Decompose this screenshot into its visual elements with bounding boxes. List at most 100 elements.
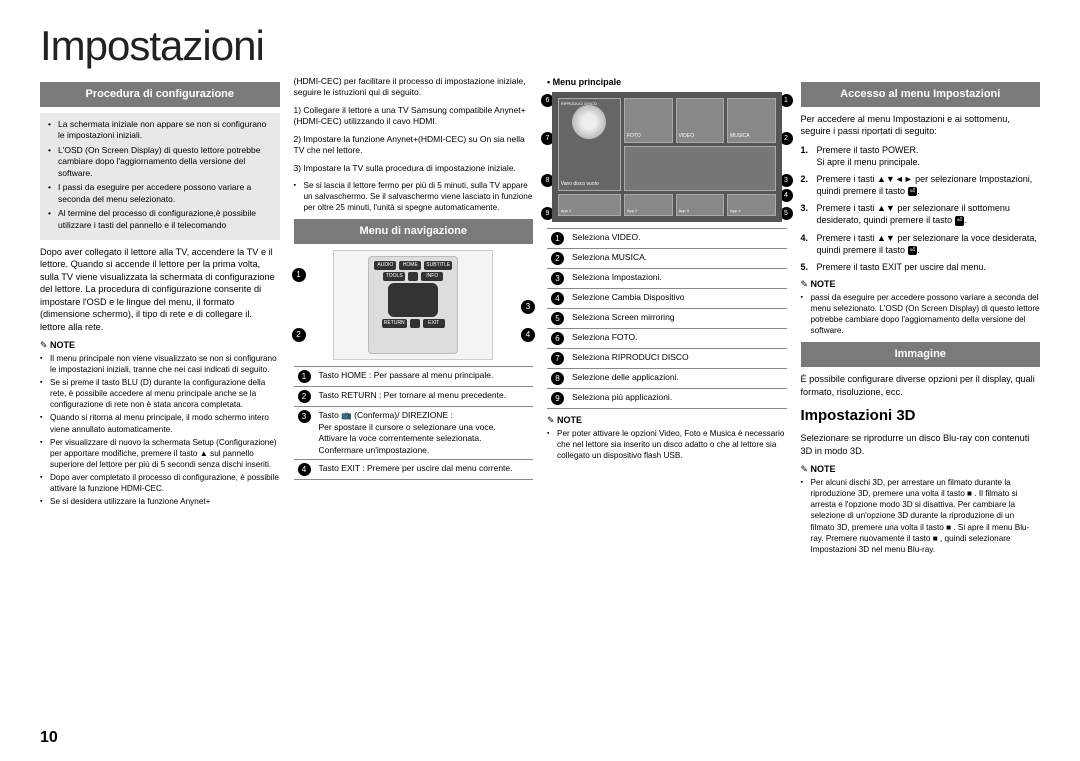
note-item: passi da eseguire per accedere possono v…	[801, 292, 1041, 336]
note-item: Per visualizzare di nuovo la schermata S…	[40, 437, 280, 470]
remote-button-tools: TOOLS	[383, 272, 405, 281]
menu-row: Selezione Cambia Dispositivo	[568, 289, 787, 309]
heading-3d: Impostazioni 3D	[801, 406, 1041, 426]
note-heading: NOTE	[801, 278, 1041, 290]
page-number: 10	[40, 729, 58, 747]
step-text: Collegare il lettore a una TV Samsung co…	[294, 105, 526, 126]
menu-row: Seleziona MUSICA.	[568, 249, 787, 269]
tile-adrow	[624, 146, 776, 191]
step-text: Premere i tasti ▲▼ per selezionare la vo…	[817, 233, 1037, 255]
tile-disc: RIPRODUCI DISCO Vano disco vuoto	[558, 98, 621, 191]
callout-4: 4	[521, 328, 535, 342]
tile-app: App 3	[676, 194, 725, 216]
circle-num: 2	[551, 252, 564, 265]
nav-row-text: Tasto EXIT : Premere per uscire dal menu…	[315, 460, 534, 480]
note-item: Il menu principale non viene visualizzat…	[40, 353, 280, 375]
graybox-item: La schermata iniziale non appare se non …	[48, 119, 274, 142]
step-num: 2.	[801, 173, 809, 185]
para-3d: Selezionare se riprodurre un disco Blu-r…	[801, 432, 1041, 457]
column-3: Menu principale 6 7 8 9 1 2 3 4 5 RIPROD…	[547, 76, 787, 557]
note-list-5: Per alcuni dischi 3D, per arrestare un f…	[801, 477, 1041, 554]
circle-num: 7	[551, 352, 564, 365]
note-heading: NOTE	[547, 414, 787, 426]
note-item: Quando si ritorna al menu principale, il…	[40, 412, 280, 434]
subhead-menu-principale: Menu principale	[547, 76, 787, 88]
graybox-item: I passi da eseguire per accedere possono…	[48, 182, 274, 205]
nav-row-text: Tasto HOME : Per passare al menu princip…	[315, 367, 534, 387]
enter-icon: ⏎	[955, 216, 965, 225]
tile-txt: FOTO	[627, 133, 641, 140]
tile-video: VIDEO	[676, 98, 725, 143]
tile-txt: MUSICA	[730, 133, 749, 140]
column-2: (HDMI-CEC) per facilitare il processo di…	[294, 76, 534, 557]
tile-txt: VIDEO	[679, 133, 695, 140]
menu-row: Seleziona RIPRODUCI DISCO	[568, 349, 787, 369]
callout-1: 1	[292, 268, 306, 282]
para-immagine: È possibile configurare diverse opzioni …	[801, 373, 1041, 398]
note-heading: NOTE	[801, 463, 1041, 475]
step-num: 1.	[801, 144, 809, 156]
remote-figure-wrap: 1 2 3 4 AUDIO HOME SUBTITLE TOOLS	[294, 250, 534, 360]
step-text: Premere i tasti ▲▼◄► per selezionare Imp…	[817, 174, 1033, 196]
circle-num: 5	[551, 312, 564, 325]
circle-num: 4	[551, 292, 564, 305]
menu-row: Seleziona più applicazioni.	[568, 389, 787, 409]
step-text: Premere il tasto EXIT per uscire dal men…	[817, 262, 986, 272]
step-num: 3.	[801, 202, 809, 214]
step: 1)	[294, 105, 304, 115]
tile-foto: FOTO	[624, 98, 673, 143]
remote-button-exit: EXIT	[423, 319, 445, 328]
graybox-item: Al termine del processo di configurazion…	[48, 208, 274, 231]
menu-row: Seleziona FOTO.	[568, 329, 787, 349]
circle-num: 3	[298, 410, 311, 423]
circle-num: 3	[551, 272, 564, 285]
note-item: Se si lascia il lettore fermo per più di…	[294, 180, 534, 213]
remote-button-audio: AUDIO	[374, 261, 396, 270]
note-list-3: Per poter attivare le opzioni Video, Fot…	[547, 428, 787, 461]
remote-button-subtitle: SUBTITLE	[424, 261, 452, 270]
tile-label: RIPRODUCI DISCO	[561, 101, 597, 106]
circle-num: 2	[298, 390, 311, 403]
column-1: Procedura di configurazione La schermata…	[40, 76, 280, 557]
tile-app: App 2	[624, 194, 673, 216]
nav-row-text: Tasto RETURN : Per tornare al menu prece…	[315, 387, 534, 407]
manual-page: Impostazioni Procedura di configurazione…	[0, 0, 1080, 761]
menu-row: Seleziona Impostazioni.	[568, 269, 787, 289]
note-heading: NOTE	[40, 339, 280, 351]
section-header-nav: Menu di navigazione	[294, 219, 534, 244]
callout-3: 3	[521, 300, 535, 314]
note-list-saver: Se si lascia il lettore fermo per più di…	[294, 180, 534, 213]
step-num: 5.	[801, 261, 809, 273]
para-hdmicec: (HDMI-CEC) per facilitare il processo di…	[294, 76, 534, 99]
remote-button-blank	[408, 272, 418, 281]
tile-app: App 1	[558, 194, 621, 216]
menu-row: Seleziona Screen mirroring	[568, 309, 787, 329]
menu-row: Selezione delle applicazioni.	[568, 369, 787, 389]
circle-num: 4	[298, 463, 311, 476]
remote-button-blank	[410, 319, 420, 328]
step-text: Impostare la funzione Anynet+(HDMI-CEC) …	[294, 134, 525, 155]
tile-label-bottom: Vano disco vuoto	[561, 181, 599, 188]
step-text: Impostare la TV sulla procedura di impos…	[303, 163, 515, 173]
circle-num: 1	[551, 232, 564, 245]
callout-2: 2	[292, 328, 306, 342]
graybox-item: L'OSD (On Screen Display) di questo lett…	[48, 145, 274, 179]
page-title: Impostazioni	[40, 22, 1040, 70]
remote-button-info: INFO	[421, 272, 443, 281]
menu-table: 1Seleziona VIDEO. 2Seleziona MUSICA. 3Se…	[547, 228, 787, 409]
para-intro: Dopo aver collegato il lettore alla TV, …	[40, 246, 280, 333]
section-header-immagine: Immagine	[801, 342, 1041, 367]
step: 2)	[294, 134, 304, 144]
step-text: Premere il tasto POWER. Si apre il menu …	[817, 145, 921, 167]
steps-list: 1. Premere il tasto POWER. Si apre il men…	[801, 144, 1041, 273]
nav-table: 1Tasto HOME : Per passare al menu princi…	[294, 366, 534, 480]
section-header-accesso: Accesso al menu Impostazioni	[801, 82, 1041, 107]
note-list-4: passi da eseguire per accedere possono v…	[801, 292, 1041, 336]
menu-figure-wrap: 6 7 8 9 1 2 3 4 5 RIPRODUCI DISCO Vano d…	[547, 92, 787, 222]
circle-num: 8	[551, 372, 564, 385]
tile-musica: MUSICA	[727, 98, 776, 143]
menu-figure: RIPRODUCI DISCO Vano disco vuoto FOTO VI…	[552, 92, 782, 222]
step: 3)	[294, 163, 304, 173]
section-header-procedura: Procedura di configurazione	[40, 82, 280, 107]
note-item: Dopo aver completato il processo di conf…	[40, 472, 280, 494]
